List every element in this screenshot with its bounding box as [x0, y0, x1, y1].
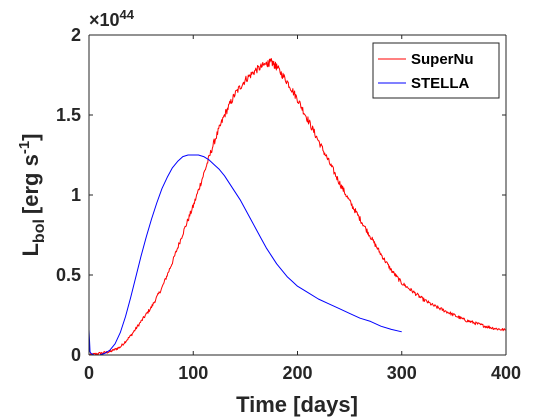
series-line-stella: [88, 154, 402, 356]
legend-label-supernu: SuperNu: [411, 51, 474, 68]
y-tick-label: 1: [71, 185, 81, 205]
y-title-units: [erg s: [18, 154, 43, 214]
y-tick-label: 0.5: [56, 265, 81, 285]
y-title-sub: bol: [31, 219, 48, 243]
x-axis-title: Time [days]: [236, 392, 358, 417]
series-layer: [88, 58, 507, 356]
x-tick-label: 100: [178, 363, 208, 383]
x-tick-label: 200: [282, 363, 312, 383]
y-title-close: ]: [18, 133, 43, 140]
series-line-supernu: [88, 58, 507, 356]
y-exponent-power: 44: [120, 7, 135, 22]
y-tick-label: 2: [71, 25, 81, 45]
legend: SuperNu STELLA: [372, 42, 500, 99]
y-exponent-times: ×10: [89, 10, 120, 30]
y-title-main: L: [18, 243, 43, 256]
x-tick-label: 400: [491, 363, 521, 383]
tick-layer: 0 100 200 300 400 0 0.5 1 1.5 2: [56, 25, 521, 383]
legend-box: [372, 42, 500, 99]
y-axis-title: Lbol [erg s-1]: [16, 133, 48, 256]
x-tick-label: 0: [84, 363, 94, 383]
x-tick-label: 300: [387, 363, 417, 383]
y-tick-label: 0: [71, 345, 81, 365]
legend-label-stella: STELLA: [411, 75, 469, 92]
y-exponent-label: ×1044: [89, 7, 135, 30]
y-tick-label: 1.5: [56, 105, 81, 125]
y-title-units-sup: -1: [16, 141, 33, 154]
